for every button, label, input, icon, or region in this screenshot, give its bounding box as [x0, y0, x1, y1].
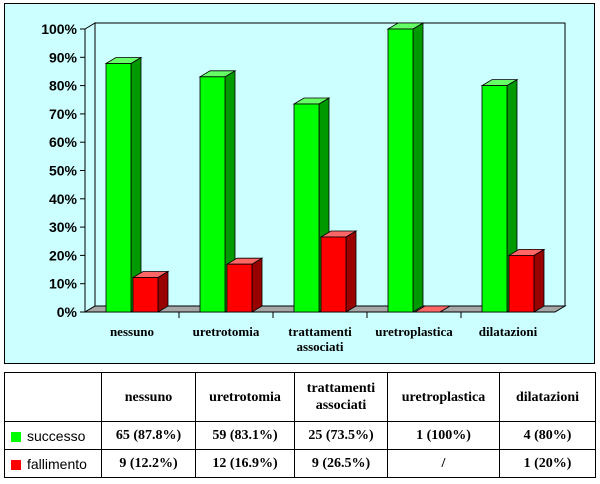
table-header-cell: uretroplastica	[387, 372, 500, 422]
y-tick-label: 100%	[41, 21, 77, 37]
y-tick-label: 80%	[49, 78, 78, 94]
table-cell: 1 (20%)	[499, 449, 596, 478]
table-row: successo 65 (87.8%) 59 (83.1%) 25 (73.5%…	[4, 421, 596, 450]
y-tick-label: 90%	[49, 49, 78, 65]
success-bar	[104, 56, 143, 313]
x-tick-label: nessuno	[110, 324, 154, 339]
table-cell: 25 (73.5%)	[294, 421, 388, 450]
table-cell: 59 (83.1%)	[195, 421, 295, 450]
x-tick-label: dilatazioni	[479, 324, 538, 339]
failure-bar	[319, 230, 358, 313]
table-corner-cell	[4, 372, 102, 422]
y-tick-label: 0%	[57, 304, 78, 320]
x-tick-label: uretrotomia	[193, 324, 260, 339]
header-line: associati	[315, 398, 367, 413]
legend-fallimento: fallimento	[4, 449, 102, 478]
table-cell: 12 (16.9%)	[195, 449, 295, 478]
success-bar	[198, 70, 237, 313]
x-tick-label: uretroplastica	[375, 324, 453, 339]
legend-label: successo	[27, 427, 86, 444]
header-line: uretrotomia	[209, 389, 281, 405]
failure-bar	[507, 248, 546, 313]
success-key-swatch	[11, 431, 21, 442]
failure-bar	[225, 257, 264, 313]
table-cell: /	[387, 449, 500, 478]
table-header-cell: trattamenti associati	[294, 372, 388, 422]
x-tick-label: associati	[297, 339, 344, 354]
table-cell: 9 (12.2%)	[101, 449, 196, 478]
x-tick-label: trattamenti	[288, 324, 352, 339]
table-header-cell: uretrotomia	[195, 372, 295, 422]
legend-label: fallimento	[27, 455, 87, 472]
data-table: nessuno uretrotomia trattamenti associati…	[4, 372, 596, 478]
y-tick-label: 20%	[49, 247, 78, 263]
y-tick-label: 40%	[49, 191, 78, 207]
y-tick-label: 10%	[49, 276, 78, 292]
failure-key-swatch	[11, 459, 21, 470]
header-line: uretroplastica	[401, 389, 486, 405]
success-bar	[386, 22, 425, 313]
table-cell: 9 (26.5%)	[294, 449, 388, 478]
table-cell: 4 (80%)	[499, 421, 596, 450]
header-line: trattamenti	[306, 381, 376, 396]
y-tick-label: 60%	[49, 134, 78, 150]
y-tick-label: 30%	[49, 219, 78, 235]
table-header-row: nessuno uretrotomia trattamenti associati…	[4, 372, 596, 422]
header-line: nessuno	[124, 389, 173, 405]
y-tick-label: 70%	[49, 106, 78, 122]
table-header-cell: dilatazioni	[499, 372, 596, 422]
failure-bar	[413, 305, 452, 313]
table-cell: 65 (87.8%)	[101, 421, 196, 450]
side-wall	[84, 22, 96, 313]
bar-chart-3d: 0% 10% 20% 30% 40% 50% 60% 70% 80% 90% 100% nessuno…	[41, 21, 567, 354]
legend-successo: successo	[4, 421, 102, 450]
failure-bar	[131, 270, 170, 313]
table-header-cell: nessuno	[101, 372, 196, 422]
header-line: dilatazioni	[515, 389, 579, 405]
table-cell: 1 (100%)	[387, 421, 500, 450]
chart-area: 0% 10% 20% 30% 40% 50% 60% 70% 80% 90% 100% nessuno…	[4, 3, 595, 364]
table-row: fallimento 9 (12.2%) 12 (16.9%) 9 (26.5%…	[4, 449, 596, 478]
y-tick-label: 50%	[49, 163, 78, 179]
